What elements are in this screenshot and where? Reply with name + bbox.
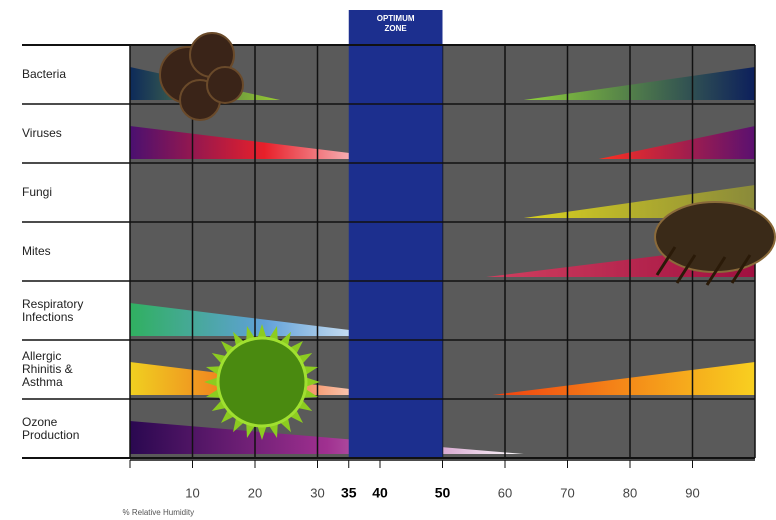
zone-label: ZONE [385, 24, 408, 33]
optimum-zone [349, 10, 443, 458]
bacteria-blob [207, 67, 243, 103]
zone-label: OPTIMUM [377, 14, 415, 23]
x-tick-label: 80 [623, 485, 637, 500]
x-tick-label: 60 [498, 485, 512, 500]
x-tick-label: 90 [685, 485, 699, 500]
x-tick-label: 10 [185, 485, 199, 500]
row-label: Allergic Rhinitis & Asthma [22, 340, 102, 399]
row-label: Respiratory Infections [22, 281, 102, 340]
chart-page: OPTIMUMZONE 10 20 30 35 40 50 60 70 80 90 % Relativ… [0, 0, 776, 520]
mite-body [655, 202, 775, 272]
pollen-illustration [204, 324, 320, 440]
row-label: Viruses [22, 104, 102, 163]
x-tick-label: 40 [372, 485, 388, 501]
pollen-body [218, 338, 306, 426]
x-tick-label: 30 [310, 485, 324, 500]
x-tick-label: 70 [560, 485, 574, 500]
x-tick-label: 50 [435, 485, 451, 501]
x-axis-label: % Relative Humidity [123, 508, 195, 517]
row-label: Mites [22, 222, 102, 281]
chart: OPTIMUMZONE 10 20 30 35 40 50 60 70 80 90 % Relativ… [0, 0, 776, 520]
row-label: Bacteria [22, 45, 102, 104]
x-tick-label: 35 [341, 485, 357, 501]
row-label: Fungi [22, 163, 102, 222]
x-tick-label: 20 [248, 485, 262, 500]
row-label: Ozone Production [22, 399, 102, 458]
